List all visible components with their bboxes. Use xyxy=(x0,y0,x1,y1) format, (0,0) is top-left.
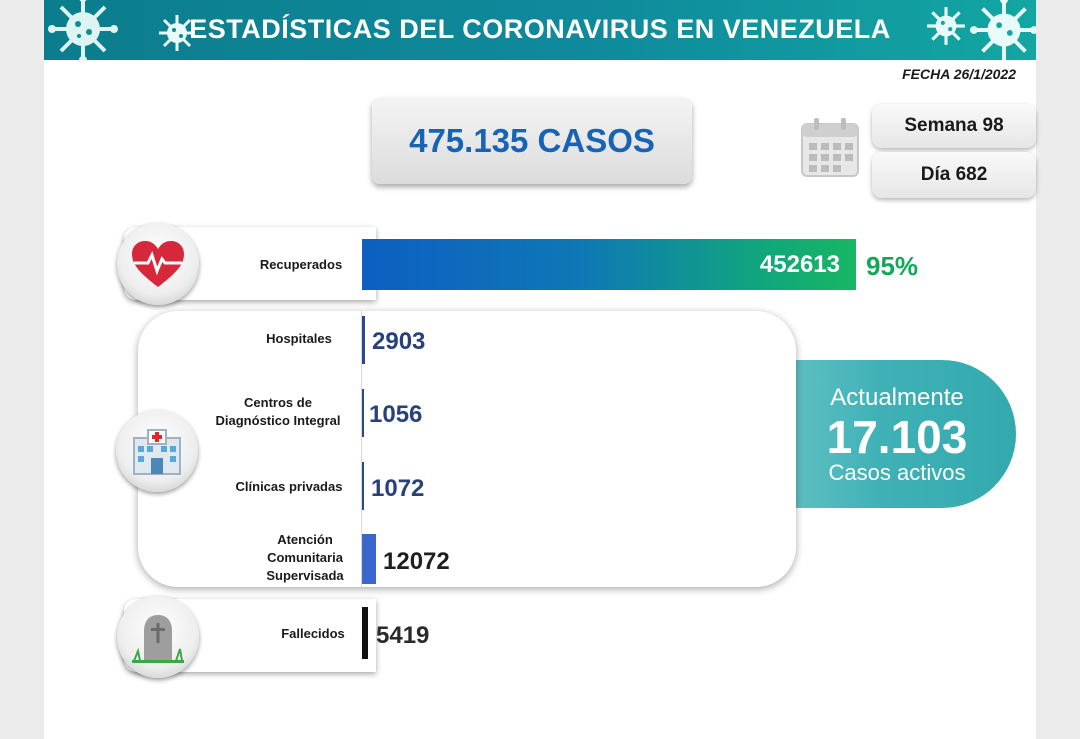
recovered-percent: 95% xyxy=(866,251,919,281)
cdi-bar xyxy=(362,389,364,437)
deaths-icon-badge xyxy=(117,596,199,678)
active-label: Actualmente xyxy=(830,384,964,411)
day-badge: Día 682 xyxy=(872,152,1036,198)
heart-pulse-icon xyxy=(132,241,184,287)
recovered-bar: 452613 xyxy=(362,239,856,290)
gravestone-icon xyxy=(132,615,184,663)
hospitals-bar xyxy=(362,316,365,364)
private-clinics-value: 1072 xyxy=(371,475,425,502)
total-cases-box: 475.135 CASOS xyxy=(372,98,692,184)
cdi-label: Centros de Diagnóstico Integral xyxy=(200,394,356,430)
community-value: 12072 xyxy=(383,548,450,575)
community-label-line3: Supervisada xyxy=(266,568,344,583)
cdi-value: 1056 xyxy=(369,401,423,428)
community-label: Atención Comunitaria Supervisada xyxy=(252,531,358,585)
report-date: FECHA 26/1/2022 xyxy=(902,66,1016,82)
community-label-line1: Atención xyxy=(277,532,333,547)
calendar-icon xyxy=(801,118,859,177)
cdi-label-line2: Diagnóstico Integral xyxy=(215,413,341,428)
hospital-icon xyxy=(133,429,181,475)
cdi-label-line1: Centros de xyxy=(244,395,312,410)
active-sublabel: Casos activos xyxy=(828,460,966,485)
deaths-value: 5419 xyxy=(376,622,430,649)
virus-icon xyxy=(970,0,1036,60)
deaths-bar xyxy=(362,607,368,659)
hospitals-value: 2903 xyxy=(372,328,426,355)
total-cases: 475.135 CASOS xyxy=(409,122,655,159)
active-value: 17.103 xyxy=(826,411,968,463)
hospitals-label: Hospitales xyxy=(266,331,332,346)
deaths-label: Fallecidos xyxy=(281,626,345,641)
hospital-icon-badge xyxy=(116,410,198,492)
divider xyxy=(361,311,362,587)
virus-icon xyxy=(48,0,118,60)
care-centers-card xyxy=(138,311,796,587)
community-label-line2: Comunitaria xyxy=(267,550,343,565)
virus-icon xyxy=(927,7,965,45)
recovered-icon-badge xyxy=(117,223,199,305)
virus-icon xyxy=(159,15,195,51)
week-badge: Semana 98 xyxy=(872,104,1036,148)
community-bar xyxy=(362,534,376,584)
recovered-label: Recuperados xyxy=(259,257,343,272)
page-title: ESTADÍSTICAS DEL CORONAVIRUS EN VENEZUEL… xyxy=(189,14,891,44)
header-banner: ESTADÍSTICAS DEL CORONAVIRUS EN VENEZUEL… xyxy=(44,0,1036,60)
private-clinics-bar xyxy=(362,462,364,510)
private-clinics-label: Clínicas privadas xyxy=(235,479,343,494)
recovered-value: 452613 xyxy=(759,251,840,278)
